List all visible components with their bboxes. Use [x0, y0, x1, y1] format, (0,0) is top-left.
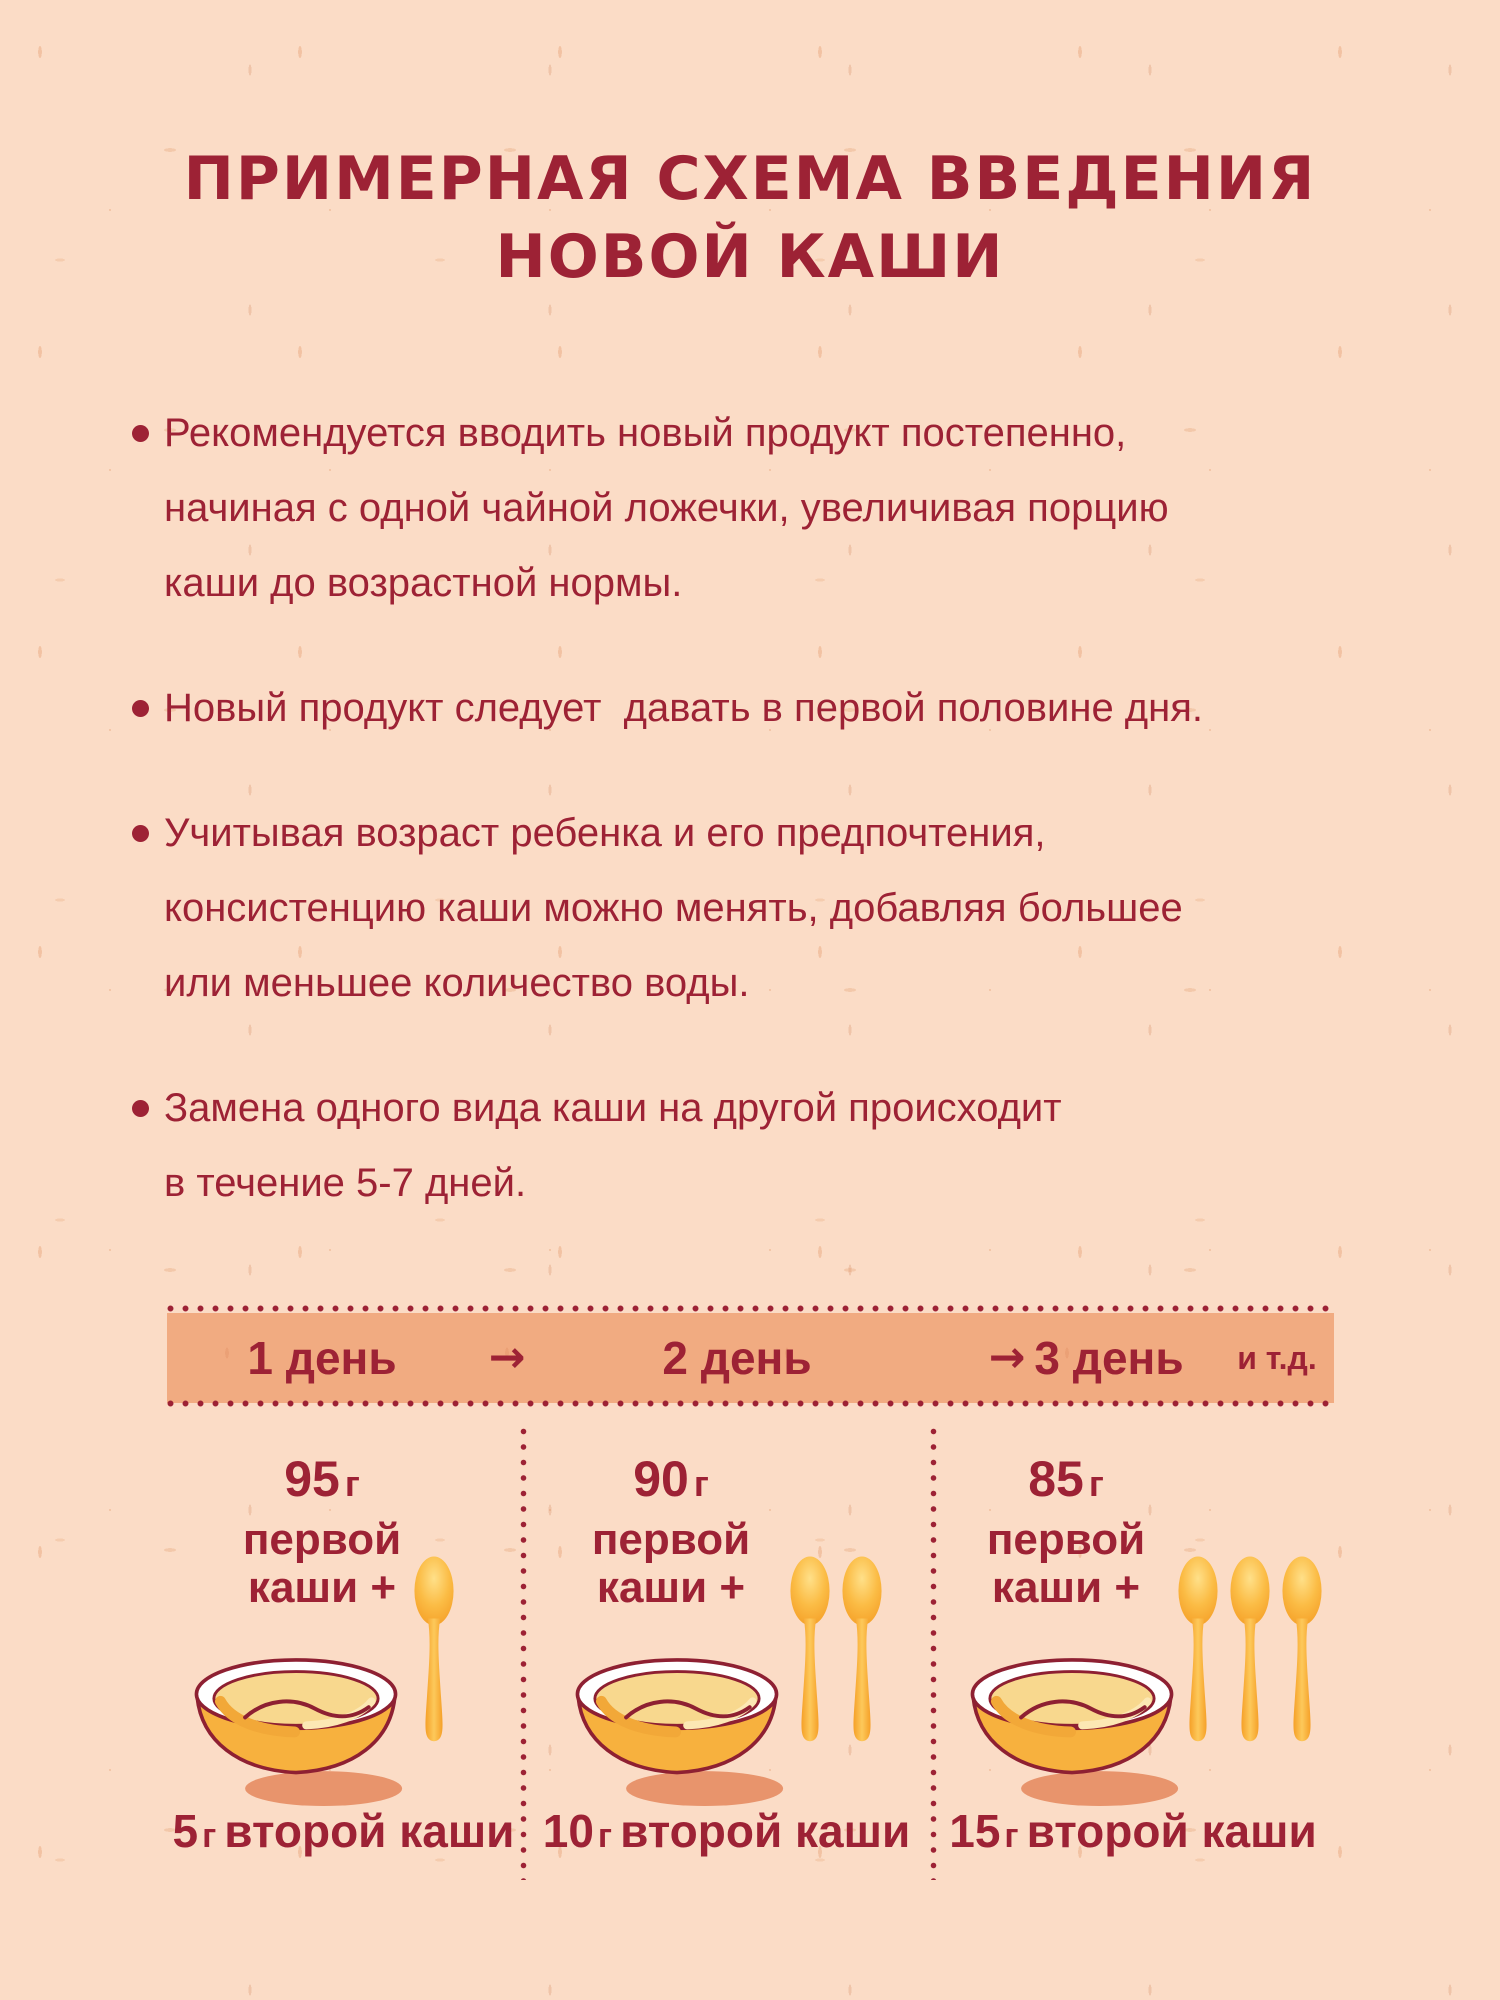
- list-item-line: Новый продукт следует давать в первой по…: [164, 686, 1204, 730]
- grams-unit: г: [202, 1817, 217, 1855]
- first-porridge-amount: 85 г первой каши +: [933, 1454, 1199, 1612]
- list-item: Учитывая возраст ребенка и его предпочте…: [130, 796, 1390, 1021]
- page-title-line2: НОВОЙ КАШИ: [495, 222, 1005, 292]
- day-column-1: 95 г первой каши + 5 г второй каши: [167, 1430, 520, 1890]
- grams-unit: г: [1004, 1817, 1019, 1855]
- day-column-2: 90 г первой каши + 10 г второй каши: [523, 1430, 930, 1890]
- second-porridge-amount: 5 г второй каши: [167, 1804, 520, 1858]
- spoons: [1177, 1552, 1323, 1750]
- first-porridge-word: каши +: [991, 1563, 1141, 1612]
- schedule-header-band: 1 день → 2 день → 3 день и т.д.: [167, 1313, 1334, 1403]
- day-label-3: 3 день: [1034, 1332, 1184, 1384]
- day-label-2: 2 день: [662, 1332, 812, 1384]
- spoon-icon: [414, 1556, 454, 1742]
- list-item-line: или меньшее количество воды.: [164, 961, 750, 1005]
- first-porridge-word: каши +: [596, 1563, 746, 1612]
- etc-label: и т.д.: [1237, 1340, 1317, 1376]
- bullet-dot: [132, 1100, 149, 1117]
- list-item-line: Рекомендуется вводить новый продукт пост…: [164, 411, 1127, 455]
- spoon-icon: [1282, 1556, 1322, 1742]
- grams-number: 90: [633, 1451, 689, 1507]
- arrow-right-icon: →: [488, 1332, 526, 1383]
- list-item-line: консистенцию каши можно менять, добавляя…: [164, 886, 1183, 930]
- bullet-dot: [132, 825, 149, 842]
- first-porridge-word: первой: [242, 1515, 402, 1564]
- first-porridge-word: первой: [591, 1515, 751, 1564]
- spoon-icon: [1230, 1556, 1270, 1742]
- porridge-bowl-icon: [575, 1658, 784, 1807]
- day-label-1: 1 день: [247, 1332, 397, 1384]
- porridge-bowl-icon: [194, 1658, 403, 1807]
- grams-number: 15: [949, 1805, 1001, 1857]
- list-item-line: Замена одного вида каши на другой происх…: [164, 1086, 1062, 1130]
- spoon-icon: [1178, 1556, 1218, 1742]
- list-item-line: начиная с одной чайной ложечки, увеличив…: [164, 486, 1169, 530]
- grams-unit: г: [597, 1817, 613, 1855]
- page-title: ПРИМЕРНАЯ СХЕМА ВВЕДЕНИЯ НОВОЙ КАШИ: [0, 140, 1500, 296]
- first-porridge-word: каши +: [247, 1563, 397, 1612]
- day-column-3: 85 г первой каши + 15 г второй каши: [933, 1430, 1333, 1890]
- bullet-dot: [132, 700, 149, 717]
- list-item-line: каши до возрастной нормы.: [164, 561, 683, 605]
- second-porridge-word: второй каши: [224, 1805, 515, 1857]
- grams-number: 5: [172, 1805, 199, 1857]
- list-item: Новый продукт следует давать в первой по…: [130, 671, 1390, 746]
- spoons: [789, 1552, 883, 1750]
- second-porridge-word: второй каши: [620, 1805, 911, 1857]
- spoon-icon: [842, 1556, 882, 1742]
- grams-unit: г: [344, 1463, 360, 1504]
- grams-unit: г: [693, 1463, 709, 1504]
- list-item-line: в течение 5-7 дней.: [164, 1161, 527, 1205]
- second-porridge-amount: 10 г второй каши: [523, 1804, 930, 1858]
- porridge-bowl-icon: [970, 1658, 1179, 1807]
- list-item: Рекомендуется вводить новый продукт пост…: [130, 396, 1390, 621]
- grams-number: 85: [1028, 1451, 1084, 1507]
- column-divider: [930, 1428, 937, 1880]
- list-item-line: Учитывая возраст ребенка и его предпочте…: [164, 811, 1046, 855]
- first-porridge-word: первой: [986, 1515, 1146, 1564]
- page-title-line1: ПРИМЕРНАЯ СХЕМА ВВЕДЕНИЯ: [183, 144, 1317, 214]
- grams-number: 10: [542, 1805, 594, 1857]
- second-porridge-word: второй каши: [1026, 1805, 1317, 1857]
- spoons: [413, 1552, 455, 1750]
- second-porridge-amount: 15 г второй каши: [933, 1804, 1333, 1858]
- grams-unit: г: [1088, 1463, 1104, 1504]
- list-item: Замена одного вида каши на другой происх…: [130, 1071, 1390, 1221]
- spoon-icon: [790, 1556, 830, 1742]
- column-divider: [520, 1428, 527, 1880]
- dotted-divider-top: [167, 1305, 1334, 1312]
- first-porridge-amount: 95 г первой каши +: [167, 1454, 477, 1612]
- bullet-dot: [132, 425, 149, 442]
- dotted-divider-bottom: [167, 1400, 1334, 1407]
- recommendations-list: Рекомендуется вводить новый продукт пост…: [130, 396, 1390, 1271]
- arrow-right-icon: →: [988, 1332, 1026, 1383]
- first-porridge-amount: 90 г первой каши +: [523, 1454, 819, 1612]
- grams-number: 95: [284, 1451, 340, 1507]
